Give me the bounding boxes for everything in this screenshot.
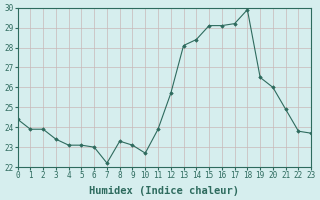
X-axis label: Humidex (Indice chaleur): Humidex (Indice chaleur) [89,186,239,196]
